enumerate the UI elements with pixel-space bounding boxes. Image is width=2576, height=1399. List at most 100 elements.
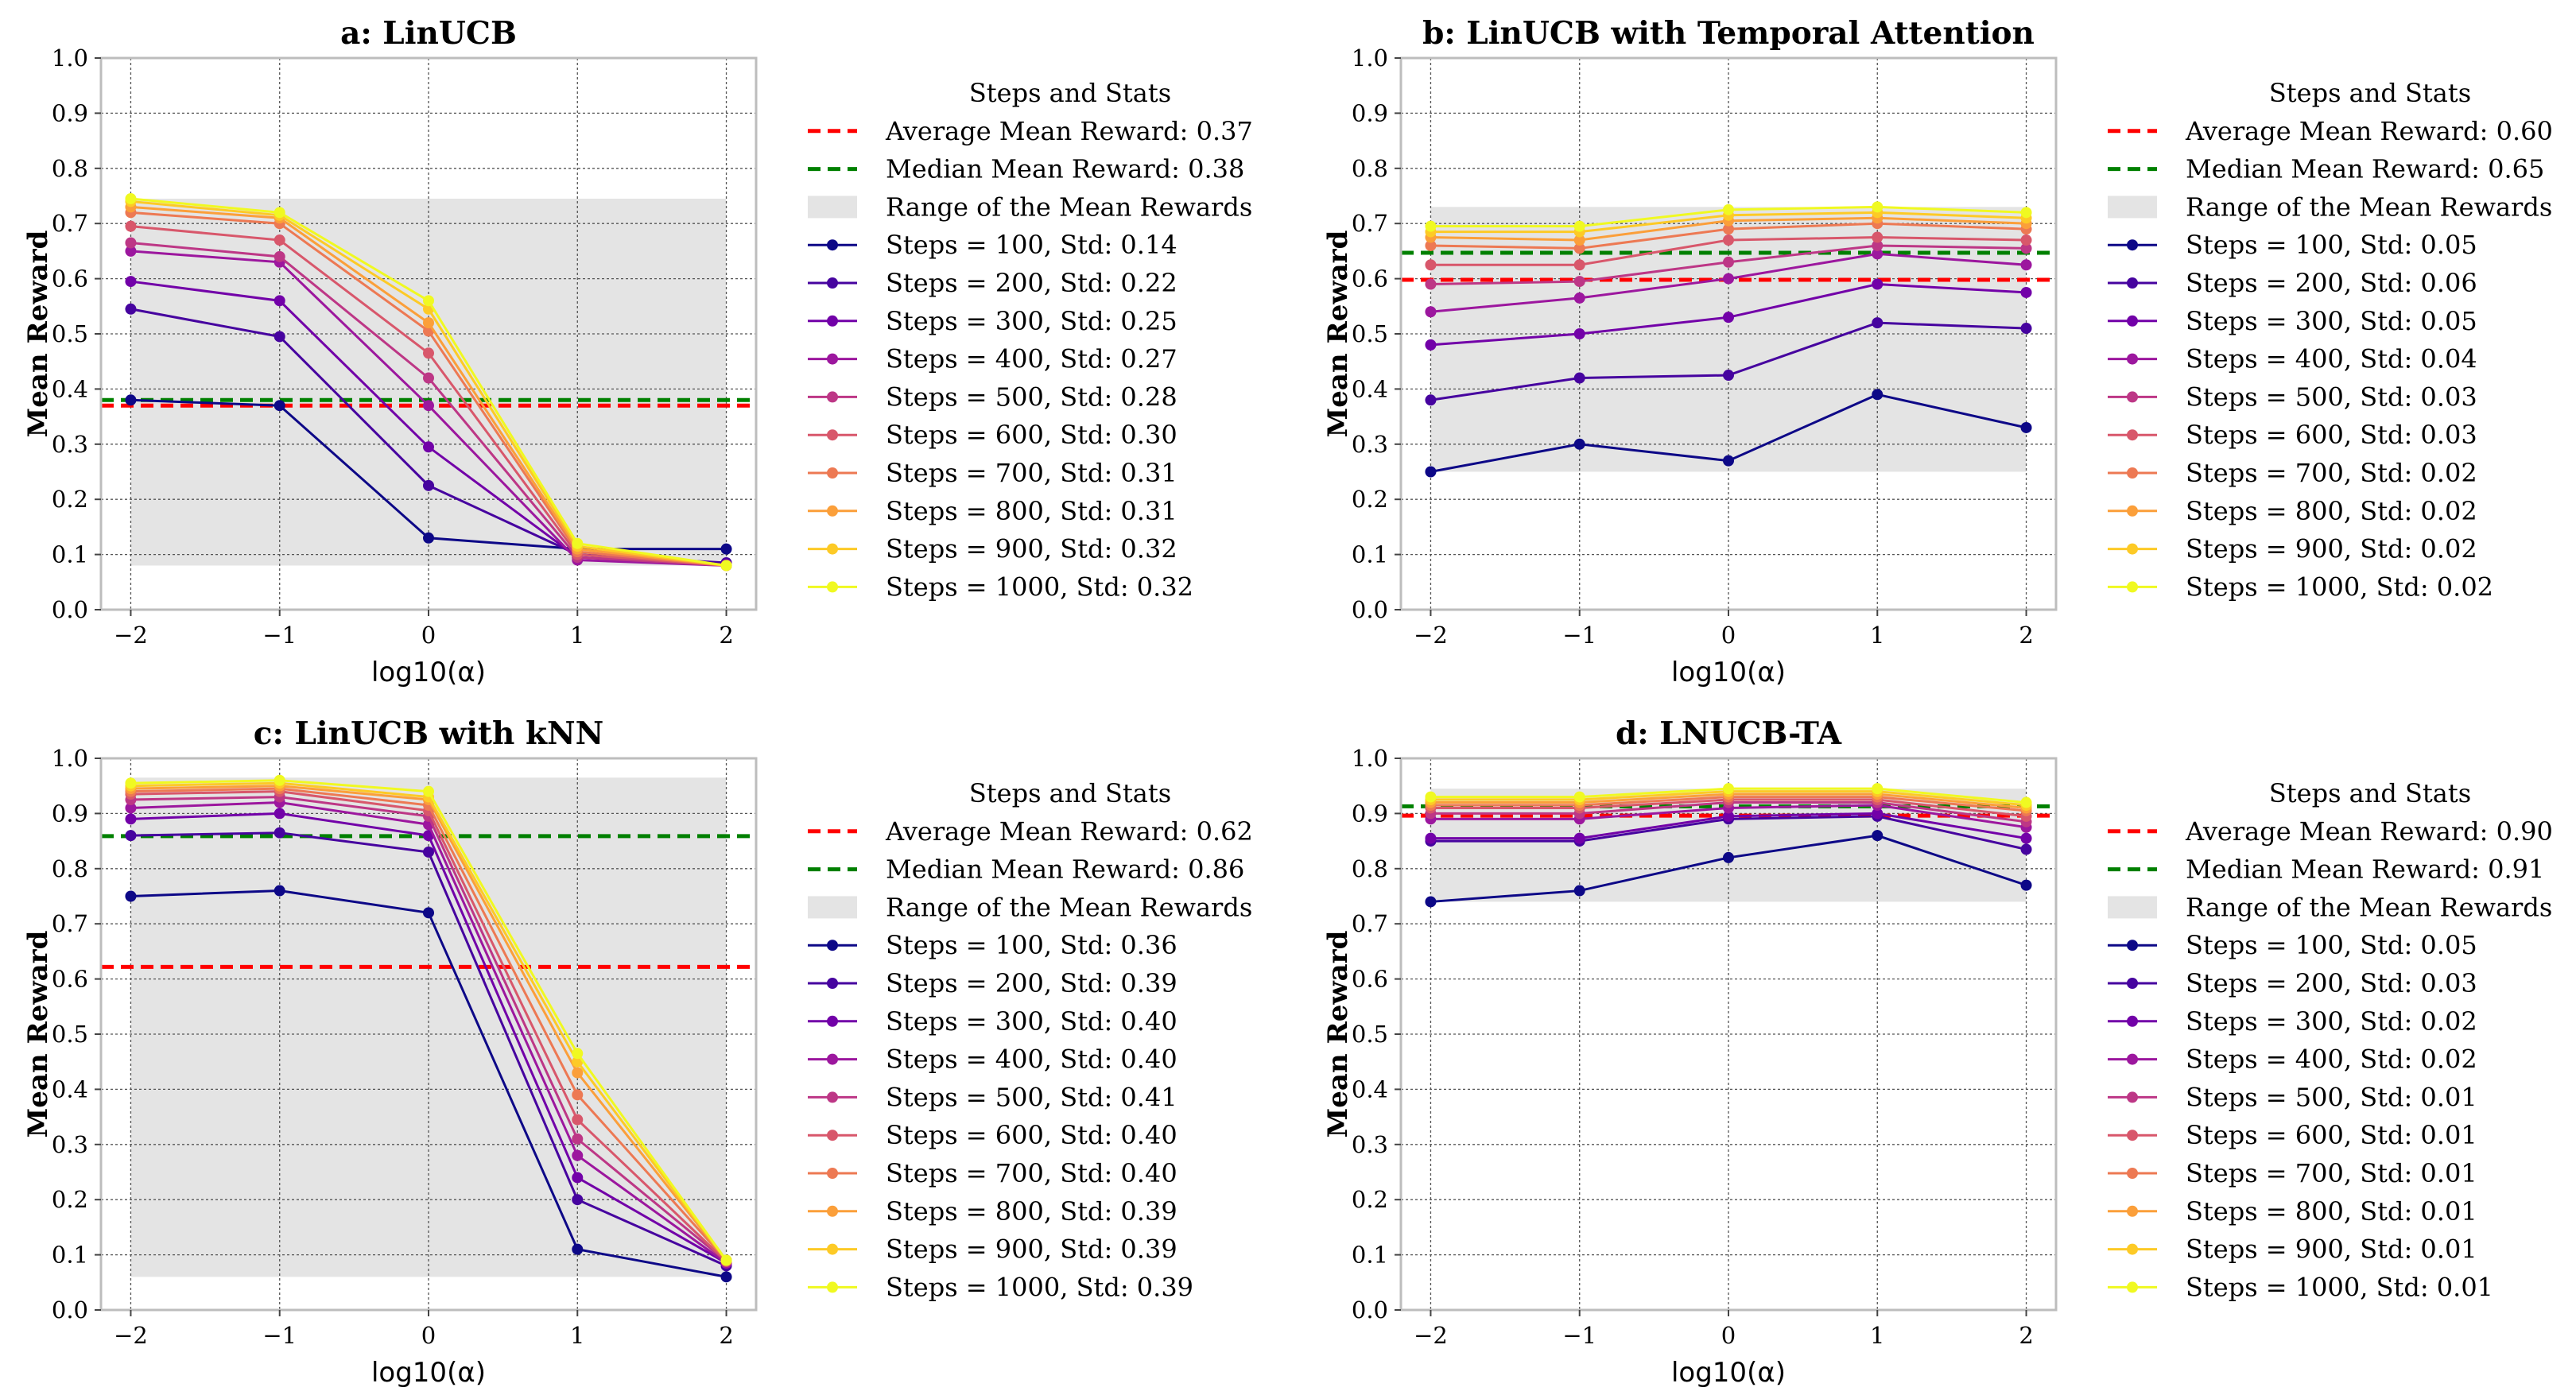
data-point (1573, 220, 1585, 232)
x-tick-label: 1 (570, 622, 584, 649)
data-point (1872, 239, 1884, 251)
data-point (423, 400, 434, 412)
legend-series-900: Steps = 900, Std: 0.32 (808, 534, 1177, 564)
data-point (125, 777, 137, 789)
data-point (1872, 389, 1884, 401)
data-point (1425, 339, 1437, 351)
legend-label: Steps = 800, Std: 0.01 (2186, 1196, 2477, 1227)
x-tick-label: 2 (719, 1322, 733, 1349)
legend-label: Steps = 200, Std: 0.39 (886, 968, 1177, 998)
y-tick-label: 0.4 (52, 375, 88, 402)
data-point (423, 846, 434, 858)
data-point (423, 441, 434, 453)
legend-series-600: Steps = 600, Std: 0.01 (2108, 1120, 2477, 1150)
y-tick-label: 0.0 (1352, 1296, 1388, 1323)
legend-label: Steps = 900, Std: 0.32 (886, 534, 1177, 564)
legend-label: Steps = 200, Std: 0.22 (886, 268, 1177, 298)
y-tick-label: 0.6 (52, 966, 88, 993)
y-tick-label: 0.6 (1352, 966, 1388, 993)
legend-series-400: Steps = 400, Std: 0.40 (808, 1044, 1177, 1075)
legend-series-1000: Steps = 1000, Std: 0.01 (2108, 1272, 2493, 1302)
legend-series-900: Steps = 900, Std: 0.39 (808, 1234, 1177, 1265)
data-point (274, 400, 285, 412)
data-point (1723, 256, 1734, 268)
data-point (572, 1194, 584, 1206)
legend-marker (2127, 1130, 2138, 1141)
data-point (423, 479, 434, 491)
legend-marker (827, 581, 838, 593)
legend-label: Steps = 500, Std: 0.41 (886, 1082, 1177, 1112)
data-point (1425, 791, 1437, 803)
legend-average: Average Mean Reward: 0.37 (808, 116, 1253, 146)
data-point (274, 250, 285, 262)
y-tick-label: 0.1 (52, 1242, 88, 1269)
data-point (1723, 312, 1734, 324)
x-tick-label: −2 (114, 622, 148, 649)
legend-label: Steps = 900, Std: 0.01 (2186, 1234, 2477, 1265)
data-point (274, 331, 285, 343)
legend: Steps and Stats Average Mean Reward: 0.37… (808, 78, 1253, 602)
data-point (274, 774, 285, 786)
legend-series-300: Steps = 300, Std: 0.25 (808, 306, 1177, 336)
y-axis-label: Mean Reward (1322, 231, 1354, 438)
legend-label: Median Mean Reward: 0.38 (886, 154, 1244, 184)
data-point (1872, 830, 1884, 842)
data-point (274, 827, 285, 839)
data-point (1425, 278, 1437, 290)
y-tick-label: 0.5 (1352, 320, 1388, 347)
data-point (1872, 201, 1884, 213)
legend-label: Steps = 800, Std: 0.02 (2186, 496, 2477, 526)
data-point (423, 347, 434, 359)
data-point (125, 220, 137, 232)
legend-label: Steps = 700, Std: 0.01 (2186, 1158, 2477, 1188)
data-point (423, 907, 434, 919)
legend-label: Steps = 700, Std: 0.02 (2186, 458, 2477, 488)
y-tick-label: 0.8 (52, 155, 88, 182)
legend-series-300: Steps = 300, Std: 0.05 (2108, 306, 2477, 336)
data-point (125, 192, 137, 204)
data-point (1573, 438, 1585, 450)
legend-marker (827, 978, 838, 989)
legend-marker (2127, 467, 2138, 479)
data-point (2020, 323, 2032, 335)
legend-series-400: Steps = 400, Std: 0.27 (808, 344, 1177, 374)
legend-series-300: Steps = 300, Std: 0.40 (808, 1006, 1177, 1037)
y-tick-label: 0.5 (1352, 1021, 1388, 1048)
data-point (572, 537, 584, 549)
data-point (2020, 421, 2032, 433)
legend-series-500: Steps = 500, Std: 0.41 (808, 1082, 1177, 1112)
data-point (423, 532, 434, 544)
legend-series-600: Steps = 600, Std: 0.03 (2108, 420, 2477, 450)
legend-series-1000: Steps = 1000, Std: 0.39 (808, 1272, 1193, 1302)
y-tick-label: 0.7 (1352, 210, 1388, 237)
data-point (2020, 242, 2032, 254)
y-axis-label: Mean Reward (1322, 931, 1354, 1138)
legend-marker (2127, 543, 2138, 555)
legend-series-1000: Steps = 1000, Std: 0.32 (808, 572, 1193, 602)
legend-label: Steps = 1000, Std: 0.01 (2186, 1272, 2493, 1302)
legend-series-1000: Steps = 1000, Std: 0.02 (2108, 572, 2493, 602)
chart-title: d: LNUCB-TA (1616, 715, 1842, 752)
data-point (1872, 248, 1884, 260)
legend-series-400: Steps = 400, Std: 0.02 (2108, 1044, 2477, 1075)
legend-swatch (808, 196, 857, 219)
legend-label: Range of the Mean Rewards (2186, 892, 2552, 922)
data-point (1425, 896, 1437, 908)
legend-title: Steps and Stats (969, 78, 1171, 108)
legend-series-100: Steps = 100, Std: 0.14 (808, 230, 1177, 260)
series-steps-300 (1425, 808, 2032, 844)
x-axis-label: log10(α) (371, 657, 486, 688)
data-point (2020, 832, 2032, 844)
legend-label: Average Mean Reward: 0.37 (885, 116, 1253, 146)
legend-label: Range of the Mean Rewards (2186, 192, 2552, 222)
data-point (1425, 832, 1437, 844)
x-axis-label: log10(α) (1671, 1357, 1786, 1389)
legend-title: Steps and Stats (2269, 778, 2471, 808)
y-tick-label: 1.0 (1352, 745, 1388, 772)
legend-marker (2127, 505, 2138, 517)
legend-label: Median Mean Reward: 0.65 (2186, 154, 2544, 184)
data-point (572, 1048, 584, 1060)
legend-label: Steps = 400, Std: 0.27 (886, 344, 1177, 374)
data-point (1723, 223, 1734, 235)
legend-marker (827, 1130, 838, 1141)
